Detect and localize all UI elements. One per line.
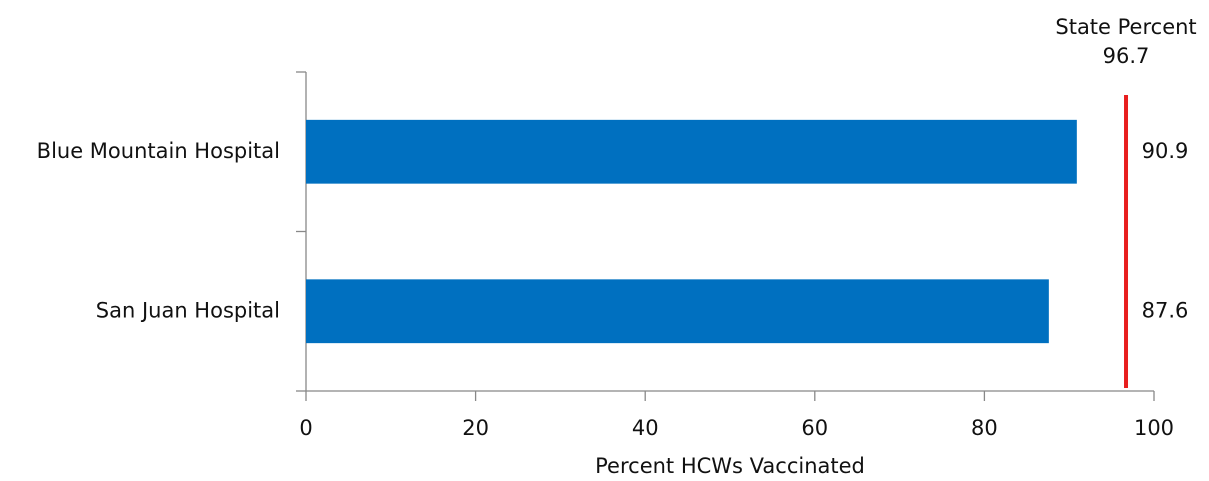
x-tick-label: 60	[801, 416, 828, 440]
data-label: 87.6	[1142, 298, 1189, 322]
x-tick-label: 100	[1134, 416, 1174, 440]
reference-value: 96.7	[1103, 44, 1150, 68]
reference-label: State Percent	[1055, 15, 1196, 39]
y-tick-label: Blue Mountain Hospital	[37, 139, 280, 163]
x-tick-label: 40	[632, 416, 659, 440]
bar	[306, 119, 1077, 184]
data-label: 90.9	[1142, 139, 1189, 163]
bar	[306, 279, 1049, 344]
x-axis-label: Percent HCWs Vaccinated	[595, 454, 865, 478]
x-tick-label: 80	[971, 416, 998, 440]
y-tick-label: San Juan Hospital	[96, 298, 280, 322]
x-tick-label: 0	[299, 416, 312, 440]
x-tick-label: 20	[462, 416, 489, 440]
